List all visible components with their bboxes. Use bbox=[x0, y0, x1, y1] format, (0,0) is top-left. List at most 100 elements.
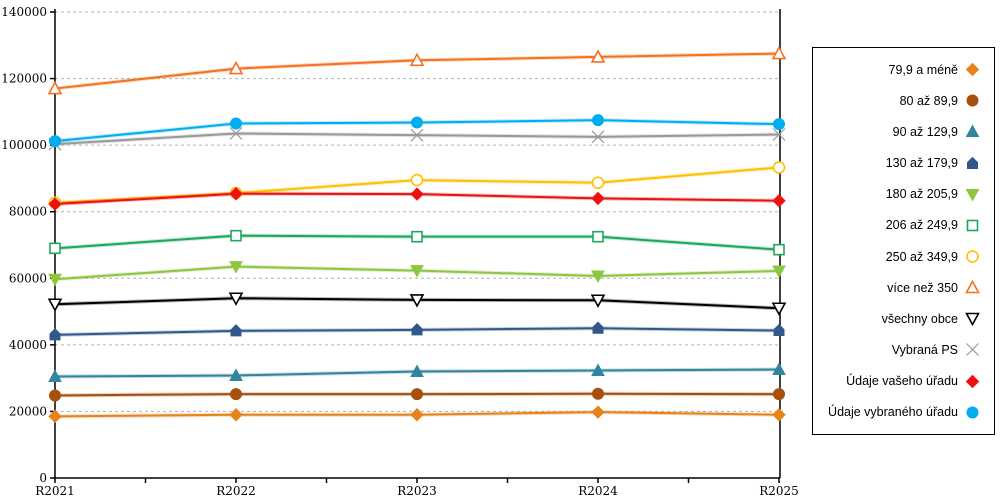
circle-legend-icon bbox=[966, 94, 979, 107]
circle-marker bbox=[230, 388, 242, 401]
square-marker bbox=[49, 242, 61, 255]
triangle-down-legend-icon bbox=[965, 188, 980, 202]
triangle-up-marker bbox=[591, 363, 605, 376]
x-marker bbox=[410, 128, 424, 142]
pentagon-marker bbox=[773, 323, 785, 337]
y-tick-label: 60000 bbox=[9, 271, 47, 285]
legend-label: více než 350 bbox=[887, 280, 958, 295]
triangle-up-marker bbox=[772, 362, 786, 375]
circle-legend-icon bbox=[966, 406, 979, 419]
triangle-down-marker bbox=[771, 302, 787, 316]
circle-marker bbox=[230, 117, 242, 130]
circle-marker bbox=[773, 388, 785, 401]
legend-item: všechny obce bbox=[817, 311, 980, 327]
legend-label: 80 až 89,9 bbox=[899, 93, 958, 108]
triangle-up-marker bbox=[410, 364, 424, 377]
circle-marker bbox=[966, 94, 979, 107]
pentagon-marker bbox=[592, 321, 604, 334]
circle-legend-icon bbox=[966, 250, 979, 263]
circle-marker bbox=[49, 135, 61, 148]
triangle-up-marker bbox=[590, 49, 606, 63]
legend-label: 130 až 179,9 bbox=[885, 156, 958, 171]
square-marker bbox=[773, 243, 785, 256]
circle-marker bbox=[411, 388, 423, 401]
diamond-marker bbox=[410, 187, 424, 201]
diamond-marker bbox=[410, 408, 424, 422]
legend-item: více než 350 bbox=[817, 280, 980, 295]
legend-item: Údaje vybraného úřadu bbox=[817, 405, 980, 420]
triangle-down-marker bbox=[965, 313, 980, 327]
legend-item: Vybraná PS bbox=[817, 342, 980, 357]
triangle-up-marker bbox=[229, 368, 243, 381]
diamond-marker bbox=[965, 62, 980, 77]
triangle-down-marker bbox=[48, 273, 62, 287]
triangle-down-marker bbox=[409, 294, 425, 308]
y-tick-label: 20000 bbox=[9, 404, 47, 418]
square-marker bbox=[411, 230, 423, 243]
legend-item: 250 až 349,9 bbox=[817, 249, 980, 264]
y-tick-label: 120000 bbox=[1, 72, 47, 86]
circle-marker bbox=[592, 387, 604, 400]
square-marker bbox=[966, 219, 979, 232]
triangle-up-legend-icon bbox=[965, 280, 980, 294]
legend-label: 79,9 a méně bbox=[888, 62, 959, 77]
diamond-marker bbox=[772, 194, 786, 208]
x-tick-label: R2022 bbox=[216, 484, 256, 498]
circle-marker bbox=[49, 389, 61, 402]
triangle-down-marker bbox=[410, 265, 424, 278]
triangle-up-marker bbox=[48, 369, 62, 382]
triangle-down-marker bbox=[229, 261, 243, 274]
triangle-up-marker bbox=[965, 280, 980, 294]
square-marker bbox=[592, 230, 604, 243]
diamond-marker bbox=[965, 374, 980, 388]
legend: 79,9 a méně 80 až 89,9 90 až 129,9 130 až 1… bbox=[812, 47, 995, 435]
triangle-up-legend-icon bbox=[965, 124, 980, 138]
diamond-marker bbox=[229, 408, 243, 422]
legend-label: všechny obce bbox=[881, 311, 958, 326]
diamond-marker bbox=[48, 197, 62, 211]
triangle-down-marker bbox=[965, 188, 980, 202]
triangle-up-marker bbox=[771, 45, 787, 60]
triangle-down-marker bbox=[772, 265, 786, 279]
y-tick-label: 0 bbox=[39, 471, 47, 485]
x-marker bbox=[966, 343, 979, 357]
legend-label: 206 až 249,9 bbox=[885, 218, 958, 233]
circle-marker bbox=[411, 116, 423, 129]
legend-item: 80 až 89,9 bbox=[817, 93, 980, 108]
triangle-up-marker bbox=[47, 80, 63, 95]
diamond-marker bbox=[591, 191, 605, 206]
diamond-marker bbox=[48, 409, 62, 424]
pentagon-marker bbox=[967, 156, 978, 169]
diamond-marker bbox=[229, 187, 243, 201]
y-tick-label: 80000 bbox=[9, 205, 47, 219]
pentagon-marker bbox=[230, 324, 242, 337]
circle-marker bbox=[591, 176, 605, 190]
circle-marker bbox=[772, 161, 786, 174]
x-tick-label: R2024 bbox=[578, 484, 618, 498]
legend-label: 90 až 129,9 bbox=[892, 124, 958, 139]
x-legend-icon bbox=[966, 343, 979, 357]
y-tick-label: 140000 bbox=[1, 5, 47, 19]
diamond-marker bbox=[591, 405, 605, 419]
triangle-up-marker bbox=[965, 124, 980, 138]
legend-label: 250 až 349,9 bbox=[885, 249, 958, 264]
square-marker bbox=[230, 229, 242, 242]
circle-marker bbox=[592, 114, 604, 127]
triangle-down-marker bbox=[590, 294, 606, 308]
pentagon-marker bbox=[49, 328, 61, 341]
x-marker bbox=[229, 127, 243, 140]
legend-label: Údaje vybraného úřadu bbox=[828, 405, 958, 420]
circle-marker bbox=[773, 118, 785, 131]
legend-item: 130 až 179,9 bbox=[817, 156, 980, 171]
legend-item: 180 až 205,9 bbox=[817, 187, 980, 202]
triangle-up-marker bbox=[228, 60, 244, 75]
circle-marker bbox=[410, 173, 424, 187]
triangle-down-marker bbox=[591, 270, 605, 283]
x-tick-label: R2025 bbox=[759, 484, 799, 498]
legend-label: Vybraná PS bbox=[891, 342, 958, 357]
diamond-legend-icon bbox=[965, 374, 980, 388]
y-tick-label: 100000 bbox=[1, 138, 47, 152]
triangle-down-legend-icon bbox=[965, 313, 980, 327]
y-tick-label: 40000 bbox=[9, 338, 47, 352]
